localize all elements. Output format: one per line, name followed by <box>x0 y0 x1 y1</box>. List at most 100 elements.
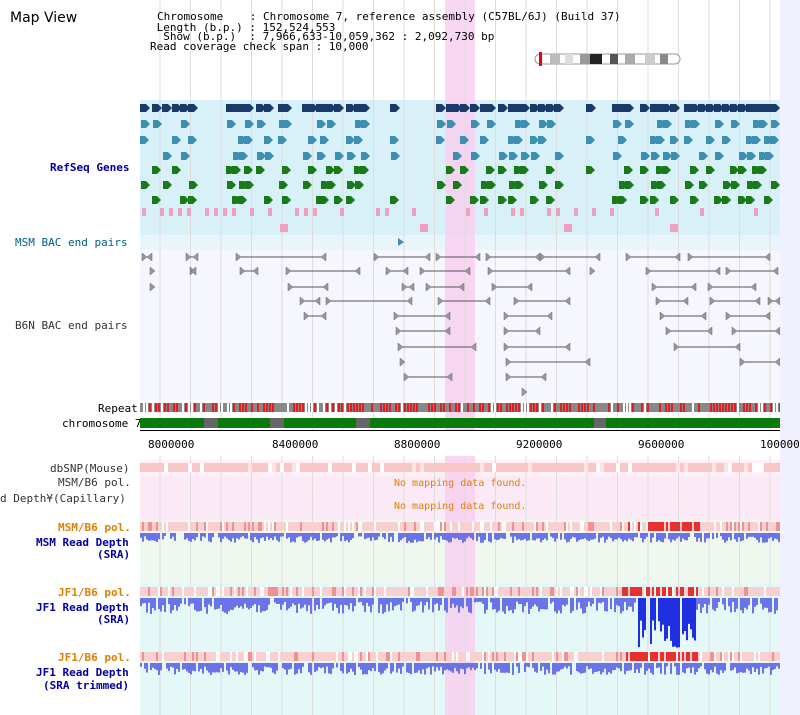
jf1-read-depth-2-label[interactable]: JF1 Read Depth <box>36 666 129 679</box>
bac-end-mark <box>521 387 528 397</box>
depth-bar <box>220 663 222 669</box>
gene-mark <box>722 196 731 204</box>
depth-bar <box>210 533 212 543</box>
depth-bar <box>218 663 220 673</box>
msm-read-depth-label[interactable]: MSM Read Depth <box>36 536 129 549</box>
pol-mark <box>488 587 490 596</box>
pol-mark <box>156 587 158 596</box>
dbsnp-mark <box>576 463 580 472</box>
pol-mark <box>636 522 638 531</box>
repeat-mark <box>413 403 415 412</box>
gene-mark <box>656 136 665 144</box>
pol-mark <box>576 522 578 531</box>
pol-mark <box>514 587 516 596</box>
pol-mark <box>664 652 666 661</box>
pol-mark <box>662 522 664 531</box>
dbsnp-mark <box>512 463 516 472</box>
pol-mark <box>510 652 512 661</box>
read-depth-capillary-label[interactable]: d Depth¥(Capillary) <box>0 492 126 505</box>
depth-bar <box>640 533 642 538</box>
depth-bar <box>610 663 612 674</box>
dbsnp-mark <box>640 463 644 472</box>
pol-mark <box>150 522 152 531</box>
repeat-gap <box>230 403 232 412</box>
depth-bar <box>560 663 562 670</box>
pol-mark <box>260 652 262 661</box>
pol-mark <box>710 522 712 531</box>
gene-mark <box>471 120 480 128</box>
depth-bar <box>322 598 324 609</box>
depth-bar <box>546 598 548 610</box>
dbsnp-mark <box>636 463 640 472</box>
pol-mark <box>220 587 222 596</box>
b6n-bac-label[interactable]: B6N BAC end pairs <box>15 319 128 332</box>
pol-mark <box>672 587 674 596</box>
repeat-mark <box>410 403 412 412</box>
pol-mark <box>330 587 332 596</box>
pol-mark <box>144 587 146 596</box>
jf1-b6-pol-label[interactable]: JF1/B6 pol. <box>58 586 131 599</box>
jf1-b6-pol-2-label[interactable]: JF1/B6 pol. <box>58 651 131 664</box>
depth-bar <box>520 533 522 541</box>
chromosome-label[interactable]: chromosome 7 <box>62 417 142 430</box>
pol-mark <box>258 587 260 596</box>
dbsnp-mark <box>168 463 172 472</box>
depth-bar <box>706 598 708 614</box>
dbsnp-mark <box>336 463 340 472</box>
depth-bar <box>536 533 538 539</box>
chromosome-ideogram[interactable] <box>530 52 685 66</box>
msm-b6-pol-label[interactable]: MSM/B6 pol. <box>58 521 131 534</box>
msm-b6-pol-capillary-label[interactable]: MSM/B6 pol. <box>58 476 131 489</box>
depth-bar <box>252 663 254 668</box>
pol-mark <box>770 652 772 661</box>
pol-mark <box>548 587 550 596</box>
pol-mark <box>682 522 684 531</box>
gene-mark <box>152 196 161 204</box>
pol-mark <box>490 652 492 661</box>
dbsnp-mark <box>572 463 576 472</box>
depth-bar <box>694 533 696 537</box>
repeat-label[interactable]: Repeat <box>98 402 138 415</box>
depth-bar <box>502 533 504 539</box>
pol-mark <box>772 587 774 596</box>
dbsnp-mark <box>208 463 212 472</box>
pol-mark <box>320 652 322 661</box>
repeat-gap <box>221 403 223 412</box>
gene-mark <box>390 104 400 112</box>
bac-end-mark <box>687 252 694 262</box>
pol-mark <box>222 652 224 661</box>
depth-bar <box>448 533 450 543</box>
depth-bar <box>426 663 428 669</box>
pol-mark <box>266 522 268 531</box>
genome-tracks[interactable] <box>140 0 780 715</box>
gene-mark <box>671 152 680 160</box>
gene-mark <box>334 166 343 174</box>
depth-bar <box>378 663 380 673</box>
pol-mark <box>250 652 252 661</box>
depth-bar <box>522 598 524 613</box>
dbsnp-mark <box>776 463 780 472</box>
pol-mark <box>458 587 460 596</box>
dbsnp-mark <box>312 463 316 472</box>
refseq-genes-label[interactable]: RefSeq Genes <box>50 161 130 174</box>
gene-mark <box>480 136 489 144</box>
depth-bar <box>288 598 290 609</box>
pol-mark <box>518 522 520 531</box>
depth-bar <box>408 533 410 542</box>
gene-mark <box>308 136 317 144</box>
pol-mark <box>468 652 470 661</box>
gene-mark <box>172 136 181 144</box>
msm-bac-label[interactable]: MSM BAC end pairs <box>15 236 128 249</box>
dbsnp-label[interactable]: dbSNP(Mouse) <box>50 462 130 475</box>
gene-mark <box>470 196 479 204</box>
pol-mark <box>428 587 430 596</box>
depth-bar <box>558 663 560 672</box>
pol-mark <box>154 652 156 661</box>
jf1-read-depth-label[interactable]: JF1 Read Depth <box>36 601 129 614</box>
depth-bar <box>544 598 546 610</box>
depth-bar <box>760 598 762 604</box>
depth-bar <box>618 533 620 538</box>
depth-bar <box>420 663 422 674</box>
pol-mark <box>668 652 670 661</box>
dbsnp-mark <box>508 463 512 472</box>
